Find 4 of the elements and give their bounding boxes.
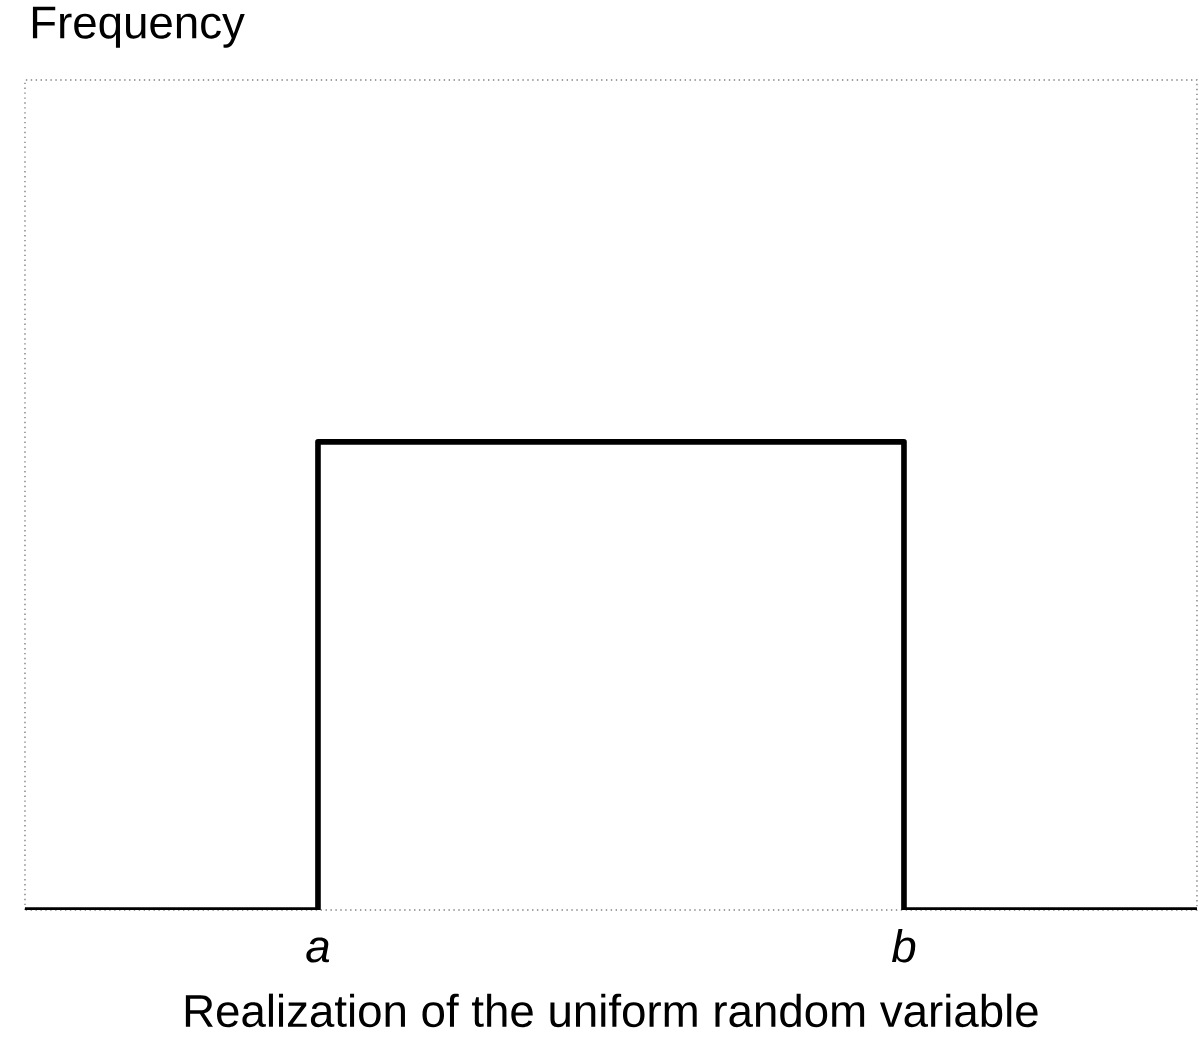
x-axis-title: Realization of the uniform random variable bbox=[185, 993, 1038, 1027]
x-tick-label: a bbox=[306, 937, 330, 963]
text: Frequency bbox=[32, 6, 245, 48]
x-tick-label: b bbox=[891, 928, 916, 963]
